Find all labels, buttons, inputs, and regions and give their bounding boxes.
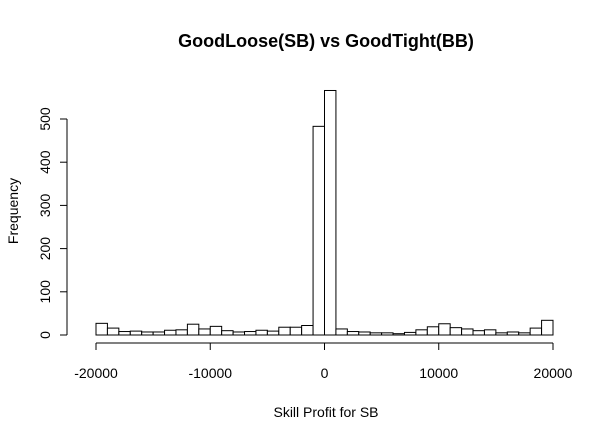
histogram-bar	[483, 329, 497, 336]
histogram-bar	[392, 333, 405, 336]
histogram-bar	[529, 327, 543, 336]
y-tick-label: 400	[37, 150, 53, 174]
histogram-bar	[244, 331, 257, 336]
histogram-bar	[472, 330, 485, 336]
histogram-bar	[335, 328, 348, 336]
histogram-bar	[266, 330, 280, 336]
histogram-bar	[278, 326, 291, 336]
histogram-bar	[164, 329, 177, 336]
histogram-bar	[495, 332, 508, 336]
x-axis-label: Skill Profit for SB	[273, 404, 378, 420]
y-tick-label: 200	[37, 237, 53, 261]
histogram-bar	[403, 331, 417, 336]
histogram-bar	[198, 328, 211, 336]
bars-group	[95, 89, 554, 336]
histogram-bar	[506, 331, 520, 336]
y-tick-label: 300	[37, 194, 53, 218]
histogram-bar	[118, 331, 131, 336]
histogram-bar	[312, 125, 326, 336]
histogram-bar	[232, 331, 246, 336]
histogram-bar	[438, 323, 451, 336]
histogram-bar	[518, 332, 531, 336]
chart-title: GoodLoose(SB) vs GoodTight(BB)	[178, 31, 474, 51]
histogram-bar	[141, 331, 154, 336]
x-tick-label: 10000	[419, 365, 458, 381]
histogram-bar	[541, 319, 554, 336]
x-tick-label: 0	[321, 365, 329, 381]
histogram-bar	[449, 327, 463, 336]
x-tick-label: -20000	[74, 365, 118, 381]
x-axis: -20000 -10000 0 10000 20000	[74, 342, 573, 381]
histogram-bar	[95, 322, 108, 336]
histogram-bar	[346, 331, 360, 336]
x-tick-label: 20000	[534, 365, 573, 381]
histogram-bar	[358, 331, 371, 336]
histogram-bar	[129, 330, 143, 336]
histogram-bar	[186, 323, 200, 336]
histogram-bar	[221, 330, 234, 336]
histogram-bar	[461, 328, 474, 336]
histogram-bar	[381, 332, 394, 336]
y-axis-label: Frequency	[5, 178, 21, 244]
y-tick-label: 0	[37, 331, 53, 339]
histogram-bar	[175, 329, 188, 336]
histogram-bar	[415, 329, 428, 336]
histogram-bar	[152, 331, 166, 336]
y-tick-label: 100	[37, 280, 53, 304]
histogram-bar	[106, 327, 120, 336]
y-tick-label: 500	[37, 107, 53, 131]
histogram-bar	[255, 329, 268, 336]
histogram-bar	[289, 326, 303, 336]
histogram-bar	[426, 326, 440, 336]
histogram-bar	[369, 332, 383, 336]
histogram-bar	[209, 325, 223, 336]
x-tick-label: -10000	[188, 365, 232, 381]
y-axis: 0 100 200 300 400 500	[37, 107, 68, 339]
histogram-bar	[301, 325, 314, 336]
histogram-bar	[324, 89, 337, 336]
